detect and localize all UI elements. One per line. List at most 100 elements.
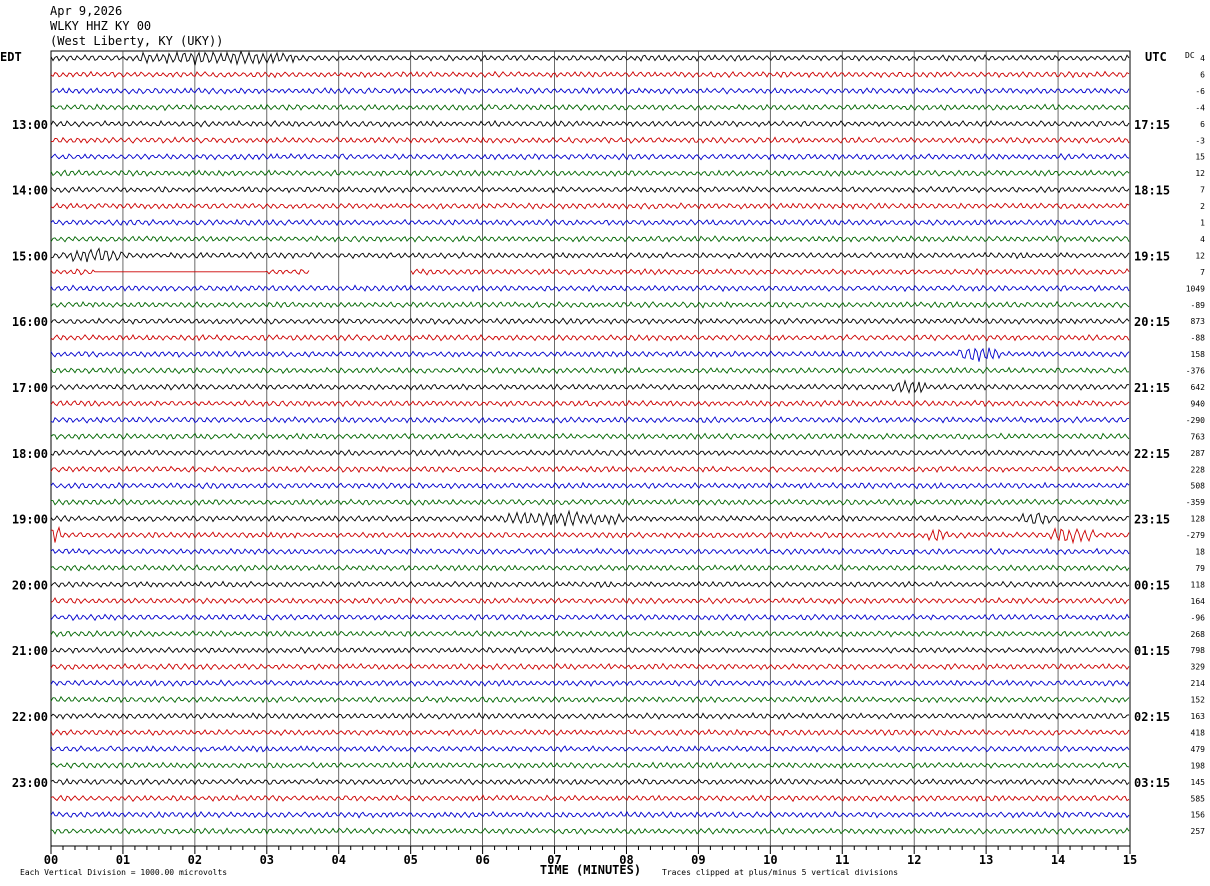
- seismic-trace: [50, 185, 1130, 194]
- dc-offset-value: 12: [1195, 251, 1205, 260]
- seismic-trace: [50, 366, 1130, 375]
- dc-offset-value: 418: [1191, 728, 1206, 737]
- x-tick-label: 12: [907, 853, 921, 867]
- seismic-trace: [50, 827, 1130, 836]
- dc-offset-value: 1049: [1186, 284, 1205, 293]
- seismic-trace: [50, 481, 1130, 490]
- local-hour-label: 13:00: [12, 118, 48, 132]
- dc-offset-value: 12: [1195, 169, 1205, 178]
- seismic-trace: [50, 794, 1130, 803]
- seismic-trace: [50, 247, 1130, 263]
- x-tick-label: 04: [332, 853, 346, 867]
- seismic-trace: [50, 745, 1130, 753]
- dc-offset-value: 4: [1200, 235, 1205, 244]
- seismic-trace: [50, 202, 1130, 210]
- dc-offset-value: 6: [1200, 70, 1205, 79]
- seismic-trace: [50, 646, 1130, 654]
- seismic-trace: [50, 70, 1130, 79]
- x-tick-label: 11: [835, 853, 849, 867]
- clip-note: Traces clipped at plus/minus 5 vertical …: [662, 868, 898, 877]
- dc-offset-value: -376: [1186, 367, 1205, 376]
- dc-offset-value: 156: [1191, 811, 1206, 820]
- seismic-trace: [50, 347, 1130, 362]
- seismic-trace: [50, 564, 1130, 572]
- dc-offset-value: 118: [1191, 580, 1206, 589]
- dc-offset-value: 2: [1200, 202, 1205, 211]
- seismic-trace: [50, 268, 1130, 276]
- dc-offset-value: -279: [1186, 531, 1205, 540]
- local-hour-label: 23:00: [12, 776, 48, 790]
- seismic-trace: [50, 761, 1130, 770]
- helicorder-date: Apr 9,2026: [50, 4, 123, 18]
- dc-offset-value: 163: [1191, 712, 1206, 721]
- utc-hour-label: 19:15: [1134, 249, 1170, 263]
- utc-hour-label: 20:15: [1134, 315, 1170, 329]
- local-timezone-label: EDT: [0, 50, 22, 64]
- dc-offset-value: -3: [1195, 136, 1205, 145]
- seismic-trace: [50, 416, 1130, 424]
- x-tick-label: 03: [260, 853, 274, 867]
- seismic-trace: [50, 169, 1130, 177]
- seismic-trace: [50, 679, 1130, 687]
- dc-offset-value: 18: [1195, 548, 1205, 557]
- x-tick-label: 10: [763, 853, 777, 867]
- dc-offset-value: 152: [1191, 696, 1206, 705]
- seismic-trace: [50, 218, 1130, 227]
- local-hour-label: 15:00: [12, 249, 48, 263]
- seismic-trace: [50, 399, 1130, 408]
- utc-hour-label: 21:15: [1134, 381, 1170, 395]
- seismic-trace: [50, 152, 1130, 161]
- utc-hour-label: 18:15: [1134, 184, 1170, 198]
- dc-offset-value: 873: [1191, 317, 1206, 326]
- utc-hour-label: 00:15: [1134, 578, 1170, 592]
- utc-hour-label: 23:15: [1134, 513, 1170, 527]
- dc-offset-value: 268: [1191, 630, 1206, 639]
- x-tick-label: 08: [619, 853, 633, 867]
- station-code: WLKY HHZ KY 00: [50, 19, 152, 33]
- dc-offset-value: -96: [1191, 613, 1206, 622]
- vertical-scale-note: Each Vertical Division = 1000.00 microvo…: [20, 868, 227, 877]
- seismic-trace: [50, 728, 1130, 737]
- utc-hour-label: 03:15: [1134, 776, 1170, 790]
- dc-offset-value: -88: [1191, 334, 1206, 343]
- seismic-trace: [50, 712, 1130, 720]
- utc-hour-label: 01:15: [1134, 644, 1170, 658]
- dc-offset-value: 79: [1195, 564, 1205, 573]
- x-tick-label: 00: [44, 853, 58, 867]
- utc-timezone-label: UTC: [1145, 50, 1167, 64]
- local-hour-label: 19:00: [12, 513, 48, 527]
- local-hour-label: 22:00: [12, 710, 48, 724]
- x-tick-label: 15: [1123, 853, 1137, 867]
- seismic-trace: [50, 662, 1130, 671]
- dc-offset-value: 798: [1191, 646, 1206, 655]
- x-tick-label: 01: [116, 853, 130, 867]
- seismic-trace: [50, 317, 1130, 326]
- seismic-trace: [50, 333, 1130, 342]
- local-hour-label: 18:00: [12, 447, 48, 461]
- seismic-trace: [50, 547, 1130, 556]
- seismic-trace: [50, 50, 1130, 66]
- dc-offset-value: 763: [1191, 432, 1206, 441]
- seismic-trace: [50, 580, 1130, 589]
- dc-offset-value: 479: [1191, 745, 1206, 754]
- dc-offset-value: 585: [1191, 794, 1206, 803]
- plot-frame: [50, 50, 1131, 847]
- seismic-trace: [50, 136, 1130, 145]
- seismic-trace: [50, 526, 1130, 545]
- dc-offset-value: 214: [1191, 679, 1206, 688]
- dc-offset-value: -359: [1186, 498, 1205, 507]
- seismic-trace: [50, 629, 1130, 638]
- seismic-trace: [50, 300, 1130, 309]
- local-hour-label: 14:00: [12, 184, 48, 198]
- seismic-trace: [50, 379, 1130, 394]
- local-hour-label: 16:00: [12, 315, 48, 329]
- dc-offset-value: 145: [1191, 778, 1206, 787]
- seismic-trace: [50, 777, 1130, 786]
- seismic-trace: [50, 448, 1130, 457]
- seismic-trace: [50, 597, 1130, 605]
- seismic-traces: [50, 50, 1130, 836]
- station-location: (West Liberty, KY (UKY)): [50, 34, 224, 48]
- seismic-trace: [50, 695, 1130, 704]
- local-hour-label: 21:00: [12, 644, 48, 658]
- dc-offset-value: 198: [1191, 761, 1206, 770]
